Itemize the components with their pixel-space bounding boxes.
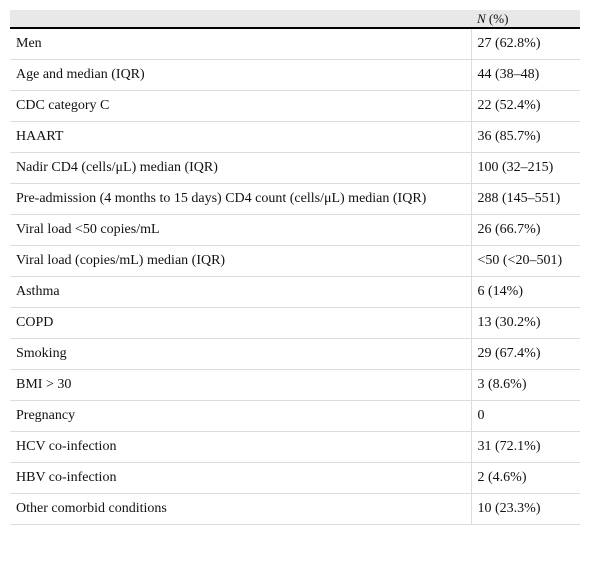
row-label: Nadir CD4 (cells/μL) median (IQR) (10, 152, 471, 184)
row-value: 3 (8.6%) (470, 369, 580, 401)
row-label: Pre-admission (4 months to 15 days) CD4 … (10, 183, 471, 215)
table-row: Asthma 6 (14%) (10, 276, 580, 308)
row-value: 0 (470, 400, 580, 432)
row-value: 10 (23.3%) (470, 493, 580, 525)
row-value: 13 (30.2%) (470, 307, 580, 339)
row-value: 288 (145–551) (470, 183, 580, 215)
row-label: Smoking (10, 338, 471, 370)
row-label: HAART (10, 121, 471, 153)
row-label: Viral load <50 copies/mL (10, 214, 471, 246)
row-label: Pregnancy (10, 400, 471, 432)
row-value: 2 (4.6%) (470, 462, 580, 494)
header-n: N (477, 10, 486, 26)
row-value: 27 (62.8%) (470, 28, 580, 60)
row-label: Age and median (IQR) (10, 59, 471, 91)
row-value: 36 (85.7%) (470, 121, 580, 153)
table-row: Age and median (IQR) 44 (38–48) (10, 59, 580, 91)
table-row: Pregnancy 0 (10, 400, 580, 432)
table-row: HBV co-infection 2 (4.6%) (10, 462, 580, 494)
table-row: Viral load <50 copies/mL 26 (66.7%) (10, 214, 580, 246)
table-row: HAART 36 (85.7%) (10, 121, 580, 153)
row-label: Asthma (10, 276, 471, 308)
row-label: BMI > 30 (10, 369, 471, 401)
table-row: COPD 13 (30.2%) (10, 307, 580, 339)
row-label: COPD (10, 307, 471, 339)
row-label: Men (10, 28, 471, 60)
header-row: N (%) (10, 10, 580, 29)
table-row: Smoking 29 (67.4%) (10, 338, 580, 370)
table-row: CDC category C 22 (52.4%) (10, 90, 580, 122)
table-row: Other comorbid conditions 10 (23.3%) (10, 493, 580, 525)
table-row: Viral load (copies/mL) median (IQR) <50 (… (10, 245, 580, 277)
table-row: Men 27 (62.8%) (10, 28, 580, 60)
row-value: 26 (66.7%) (470, 214, 580, 246)
table-row: Nadir CD4 (cells/μL) median (IQR) 100 (32… (10, 152, 580, 184)
table-row: Pre-admission (4 months to 15 days) CD4 … (10, 183, 580, 215)
row-value: 6 (14%) (470, 276, 580, 308)
data-table: N (%) Men 27 (62.8%) Age and median (IQR) 4… (10, 10, 580, 525)
table-body: Men 27 (62.8%) Age and median (IQR) 44 (38–… (10, 28, 580, 525)
row-label: HBV co-infection (10, 462, 471, 494)
row-label: CDC category C (10, 90, 471, 122)
header-cell (10, 10, 471, 29)
row-value: 31 (72.1%) (470, 431, 580, 463)
table-row: HCV co-infection 31 (72.1%) (10, 431, 580, 463)
row-label: Other comorbid conditions (10, 493, 471, 525)
header-unit: (%) (488, 10, 509, 26)
row-label: Viral load (copies/mL) median (IQR) (10, 245, 471, 277)
row-value: 44 (38–48) (470, 59, 580, 91)
row-value: <50 (<20–501) (470, 245, 580, 277)
row-value: 29 (67.4%) (470, 338, 580, 370)
row-value: 22 (52.4%) (470, 90, 580, 122)
row-label: HCV co-infection (10, 431, 471, 463)
table-row: BMI > 30 3 (8.6%) (10, 369, 580, 401)
row-value: 100 (32–215) (470, 152, 580, 184)
header-cell: N (%) (471, 10, 580, 29)
